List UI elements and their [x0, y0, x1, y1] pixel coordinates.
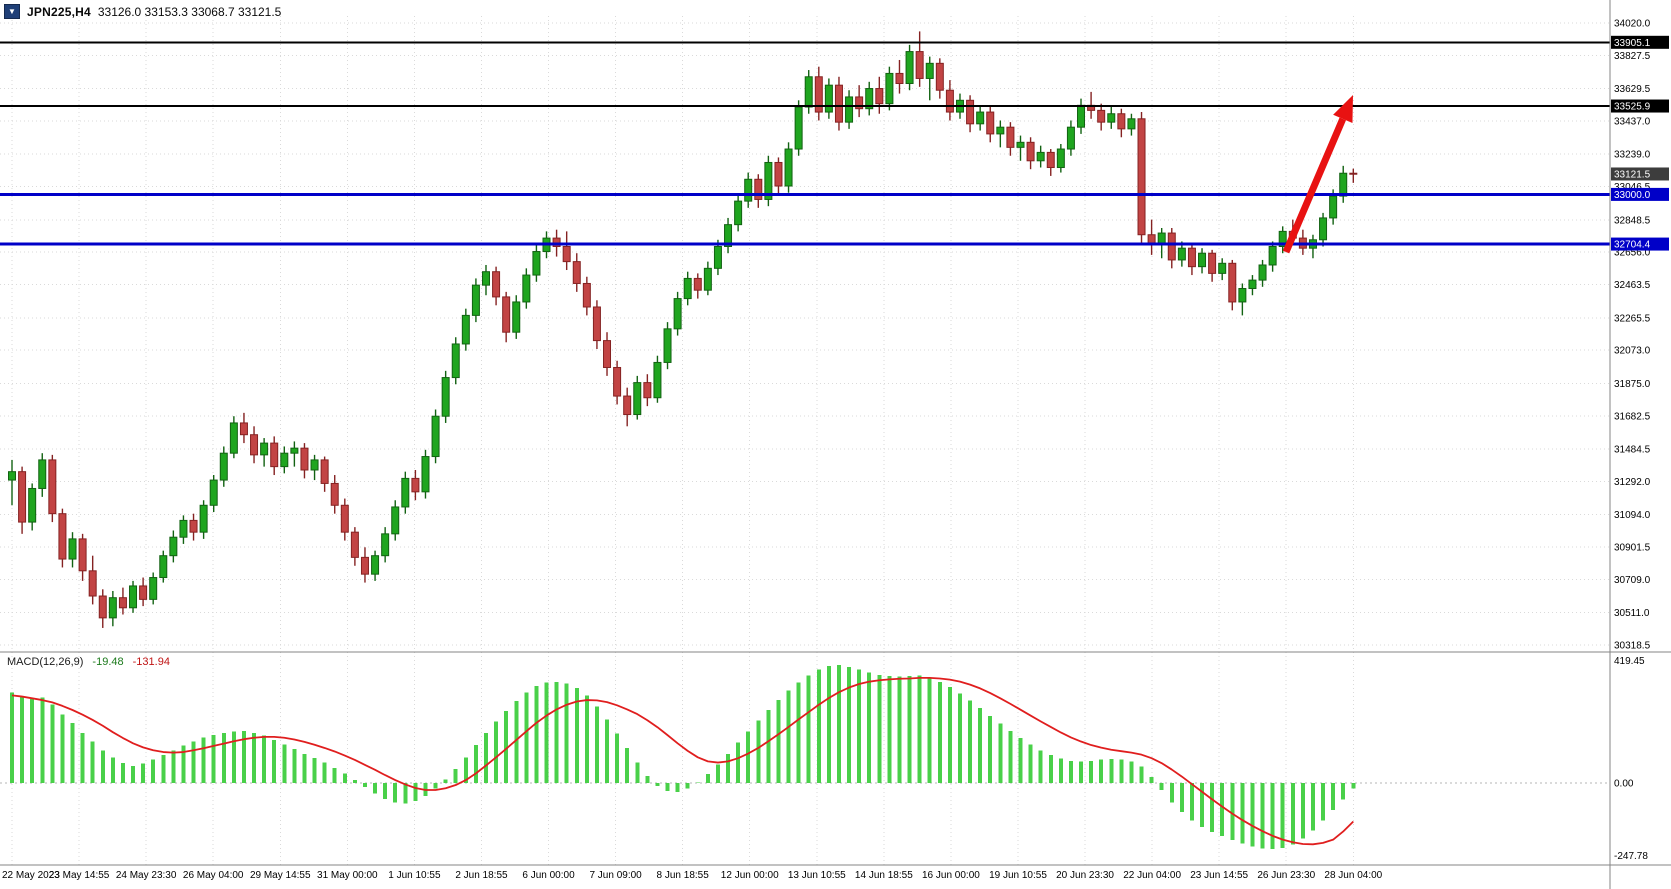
svg-text:31292.0: 31292.0 — [1614, 477, 1651, 488]
macd-indicator-name: MACD(12,26,9) — [7, 656, 84, 668]
svg-text:30511.0: 30511.0 — [1614, 608, 1650, 619]
macd-panel — [10, 665, 1356, 849]
svg-text:28 Jun 04:00: 28 Jun 04:00 — [1324, 870, 1382, 881]
svg-text:19 Jun 10:55: 19 Jun 10:55 — [989, 870, 1047, 881]
svg-text:33000.0: 33000.0 — [1614, 190, 1651, 201]
svg-text:6 Jun 00:00: 6 Jun 00:00 — [522, 870, 575, 881]
grid-layer — [0, 16, 1610, 865]
symbol-dropdown-button[interactable]: ▼ — [4, 4, 20, 19]
svg-text:0.00: 0.00 — [1614, 779, 1634, 790]
svg-text:33239.0: 33239.0 — [1614, 150, 1651, 161]
svg-text:30318.5: 30318.5 — [1614, 641, 1651, 652]
symbol-timeframe-label: JPN225,H4 — [27, 4, 91, 19]
svg-text:22 May 2023: 22 May 2023 — [2, 870, 60, 881]
svg-text:30901.5: 30901.5 — [1614, 543, 1651, 554]
svg-text:33121.5: 33121.5 — [1614, 169, 1651, 180]
svg-text:20 Jun 23:30: 20 Jun 23:30 — [1056, 870, 1114, 881]
ohlc-readout: 33126.0 33153.3 33068.7 33121.5 — [97, 4, 282, 19]
svg-text:2 Jun 18:55: 2 Jun 18:55 — [455, 870, 508, 881]
svg-text:16 Jun 00:00: 16 Jun 00:00 — [922, 870, 980, 881]
svg-text:32073.0: 32073.0 — [1614, 346, 1651, 357]
svg-text:31484.5: 31484.5 — [1614, 445, 1651, 456]
macd-main-value: -19.48 — [92, 656, 124, 668]
svg-text:-247.78: -247.78 — [1614, 851, 1648, 862]
chevron-down-icon: ▼ — [8, 7, 16, 16]
svg-text:23 Jun 14:55: 23 Jun 14:55 — [1190, 870, 1248, 881]
trend-arrow-annotation[interactable] — [1282, 95, 1353, 254]
svg-text:33525.9: 33525.9 — [1614, 102, 1651, 113]
svg-text:26 May 04:00: 26 May 04:00 — [183, 870, 244, 881]
svg-text:8 Jun 18:55: 8 Jun 18:55 — [657, 870, 710, 881]
svg-text:30709.0: 30709.0 — [1614, 575, 1651, 586]
macd-signal-value: -131.94 — [132, 656, 170, 668]
svg-text:1 Jun 10:55: 1 Jun 10:55 — [388, 870, 441, 881]
svg-text:22 Jun 04:00: 22 Jun 04:00 — [1123, 870, 1181, 881]
svg-text:31094.0: 31094.0 — [1614, 510, 1651, 521]
candlestick-layer — [8, 31, 1358, 628]
svg-text:14 Jun 18:55: 14 Jun 18:55 — [855, 870, 913, 881]
svg-text:32463.5: 32463.5 — [1614, 280, 1651, 291]
svg-text:33827.5: 33827.5 — [1614, 51, 1651, 62]
macd-label-row: MACD(12,26,9) -19.48 -131.94 — [7, 656, 170, 668]
svg-text:31682.5: 31682.5 — [1614, 411, 1651, 422]
horizontal-lines-layer[interactable] — [0, 41, 1610, 246]
svg-text:26 Jun 23:30: 26 Jun 23:30 — [1257, 870, 1315, 881]
svg-text:32704.4: 32704.4 — [1614, 240, 1651, 251]
svg-text:33905.1: 33905.1 — [1614, 38, 1651, 49]
svg-text:32656.0: 32656.0 — [1614, 248, 1651, 259]
svg-text:29 May 14:55: 29 May 14:55 — [250, 870, 311, 881]
svg-text:34020.0: 34020.0 — [1614, 19, 1651, 30]
svg-text:33437.0: 33437.0 — [1614, 116, 1651, 127]
svg-text:13 Jun 10:55: 13 Jun 10:55 — [788, 870, 846, 881]
chart-header: ▼ JPN225,H4 33126.0 33153.3 33068.7 3312… — [4, 4, 281, 19]
svg-text:7 Jun 09:00: 7 Jun 09:00 — [589, 870, 642, 881]
svg-text:31875.0: 31875.0 — [1614, 379, 1651, 390]
svg-text:24 May 23:30: 24 May 23:30 — [116, 870, 177, 881]
svg-text:32265.5: 32265.5 — [1614, 313, 1651, 324]
price-axis[interactable]: 34020.0 33827.5 33629.5 33437.0 33239.0 33046… — [1611, 19, 1669, 862]
svg-text:12 Jun 00:00: 12 Jun 00:00 — [721, 870, 779, 881]
svg-text:33046.5: 33046.5 — [1614, 182, 1651, 193]
svg-text:31 May 00:00: 31 May 00:00 — [317, 870, 378, 881]
svg-text:419.45: 419.45 — [1614, 656, 1645, 667]
svg-text:33629.5: 33629.5 — [1614, 84, 1651, 95]
svg-text:32848.5: 32848.5 — [1614, 215, 1651, 226]
svg-text:23 May 14:55: 23 May 14:55 — [49, 870, 110, 881]
